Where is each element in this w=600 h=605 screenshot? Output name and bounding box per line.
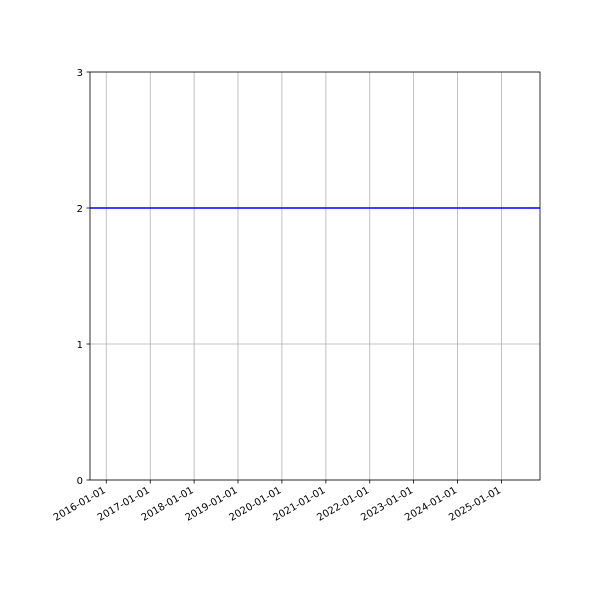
y-tick-label: 3 <box>77 68 83 79</box>
plot-frame <box>89 71 541 481</box>
y-tick-label: 1 <box>77 340 83 351</box>
y-tick-label: 0 <box>77 476 83 487</box>
y-tick-label: 2 <box>77 204 83 215</box>
